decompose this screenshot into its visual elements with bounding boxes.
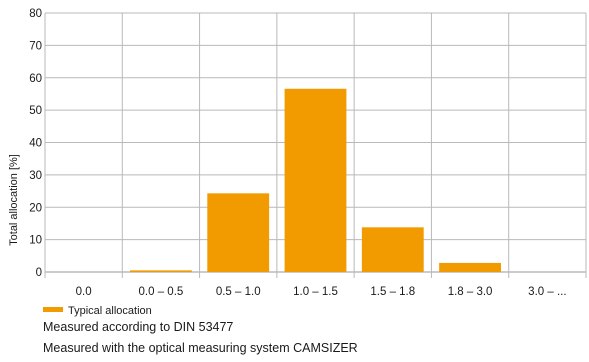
bar-chart: 0 10 20 30 40 50 60 70 80 0.0 0.0 – 0.5 0.5 – 1.0 1… — [8, 8, 587, 317]
x-tick-label-5: 1.8 – 3.0 — [448, 286, 493, 298]
bar-1 — [130, 270, 192, 272]
y-tick-label-60: 60 — [29, 73, 42, 85]
x-tick-label-0: 0.0 — [76, 286, 92, 298]
x-tick-label-2: 0.5 – 1.0 — [216, 286, 261, 298]
bar-5 — [439, 262, 501, 272]
y-tick-label-80: 80 — [29, 8, 42, 20]
legend-swatch — [43, 307, 63, 312]
y-tick-label-70: 70 — [29, 40, 42, 52]
measurement-note-camsizer: Measured with the optical measuring syst… — [43, 341, 358, 355]
chart-bars — [130, 88, 501, 272]
bar-3 — [284, 88, 347, 272]
x-tick-label-1: 0.0 – 0.5 — [139, 286, 184, 298]
legend-label: Typical allocation — [68, 305, 152, 317]
y-tick-label-30: 30 — [29, 170, 42, 182]
y-tick-label-50: 50 — [29, 105, 42, 117]
measurement-note-din: Measured according to DIN 53477 — [43, 320, 234, 334]
legend: Typical allocation — [43, 305, 152, 317]
x-tick-labels: 0.0 0.0 – 0.5 0.5 – 1.0 1.0 – 1.5 1.5 – 1.8 1… — [76, 286, 567, 298]
y-tick-label-0: 0 — [36, 267, 42, 279]
y-tick-label-20: 20 — [29, 202, 42, 214]
bar-2 — [207, 193, 270, 272]
y-tick-label-10: 10 — [29, 235, 42, 247]
x-tick-label-4: 1.5 – 1.8 — [370, 286, 415, 298]
bar-4 — [361, 227, 424, 272]
x-tick-label-3: 1.0 – 1.5 — [293, 286, 338, 298]
y-tick-labels: 0 10 20 30 40 50 60 70 80 — [29, 8, 42, 279]
y-tick-label-40: 40 — [29, 138, 42, 150]
x-tick-label-6: 3.0 – ... — [528, 286, 566, 298]
y-axis-label: Total allocation [%] — [8, 154, 20, 246]
